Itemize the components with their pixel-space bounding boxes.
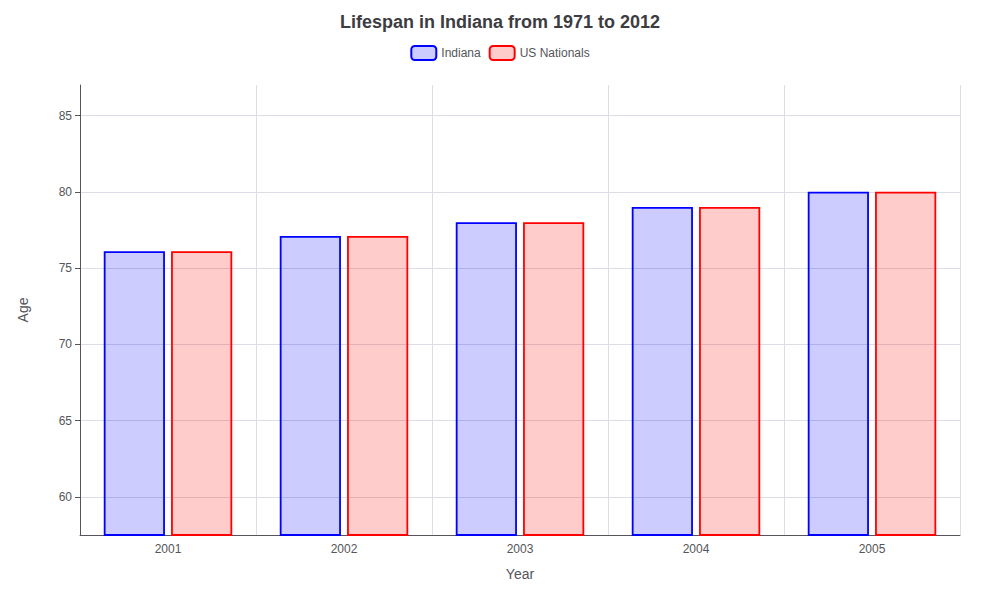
svg-text:Lifespan in Indiana from 1971: Lifespan in Indiana from 1971 to 2012 [340, 12, 660, 32]
svg-text:65: 65 [59, 414, 73, 428]
svg-text:US Nationals: US Nationals [520, 46, 590, 60]
svg-text:80: 80 [59, 185, 73, 199]
svg-text:Age: Age [15, 297, 31, 322]
svg-text:85: 85 [59, 109, 73, 123]
svg-text:2002: 2002 [331, 542, 358, 556]
svg-text:2004: 2004 [683, 542, 710, 556]
svg-text:2005: 2005 [859, 542, 886, 556]
svg-text:75: 75 [59, 261, 73, 275]
svg-text:60: 60 [59, 490, 73, 504]
svg-text:Year: Year [506, 566, 535, 582]
svg-text:Indiana: Indiana [441, 46, 481, 60]
svg-text:70: 70 [59, 337, 73, 351]
svg-text:2001: 2001 [155, 542, 182, 556]
svg-text:2003: 2003 [507, 542, 534, 556]
